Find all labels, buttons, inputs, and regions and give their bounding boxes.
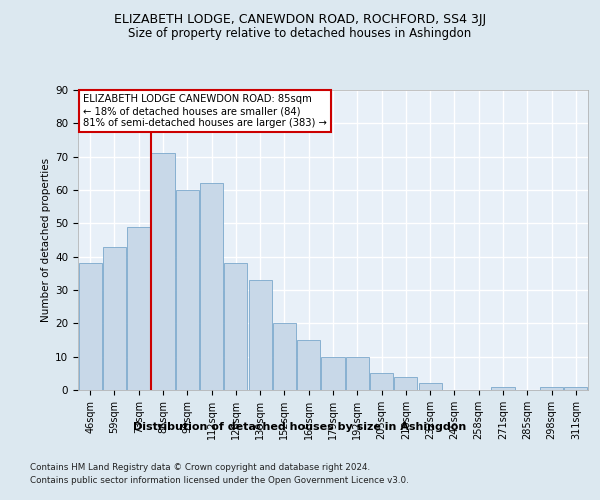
Bar [419, 384, 442, 390]
Text: Size of property relative to detached houses in Ashingdon: Size of property relative to detached ho… [128, 28, 472, 40]
Bar [127, 226, 150, 390]
Bar [273, 324, 296, 390]
Bar [540, 386, 563, 390]
Bar [346, 356, 369, 390]
Bar [370, 374, 393, 390]
Text: Distribution of detached houses by size in Ashingdon: Distribution of detached houses by size … [133, 422, 467, 432]
Bar [200, 184, 223, 390]
Bar [103, 246, 126, 390]
Bar [151, 154, 175, 390]
Bar [79, 264, 101, 390]
Bar [176, 190, 199, 390]
Text: Contains HM Land Registry data © Crown copyright and database right 2024.: Contains HM Land Registry data © Crown c… [30, 462, 370, 471]
Bar [224, 264, 247, 390]
Bar [248, 280, 272, 390]
Text: ELIZABETH LODGE CANEWDON ROAD: 85sqm
← 18% of detached houses are smaller (84)
8: ELIZABETH LODGE CANEWDON ROAD: 85sqm ← 1… [83, 94, 327, 128]
Bar [491, 386, 515, 390]
Y-axis label: Number of detached properties: Number of detached properties [41, 158, 51, 322]
Text: ELIZABETH LODGE, CANEWDON ROAD, ROCHFORD, SS4 3JJ: ELIZABETH LODGE, CANEWDON ROAD, ROCHFORD… [114, 12, 486, 26]
Bar [297, 340, 320, 390]
Text: Contains public sector information licensed under the Open Government Licence v3: Contains public sector information licen… [30, 476, 409, 485]
Bar [322, 356, 344, 390]
Bar [565, 386, 587, 390]
Bar [394, 376, 418, 390]
